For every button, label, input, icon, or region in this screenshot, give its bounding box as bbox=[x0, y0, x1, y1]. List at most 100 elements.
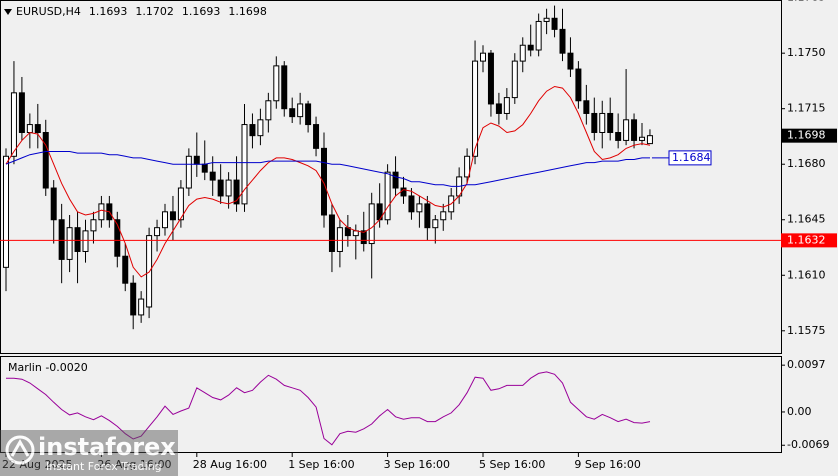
y-tick-label: 0.0097 bbox=[787, 358, 826, 371]
candle-body bbox=[416, 203, 423, 213]
candle-body bbox=[472, 60, 479, 157]
candle-body bbox=[408, 195, 415, 213]
candle-body bbox=[495, 103, 502, 114]
candle-body bbox=[3, 155, 9, 268]
oscillator-title: Marlin -0.0020 bbox=[8, 361, 88, 374]
candle-body bbox=[519, 44, 526, 62]
x-tick-label: 26 Aug 16:00 bbox=[97, 458, 171, 471]
candle-body bbox=[328, 214, 335, 252]
header-close: 1.1698 bbox=[228, 5, 267, 18]
candle-body bbox=[26, 124, 33, 133]
candle-body bbox=[209, 171, 216, 181]
candle-body bbox=[480, 52, 486, 62]
candle-body bbox=[18, 92, 25, 133]
candle-body bbox=[639, 136, 645, 141]
price-pane bbox=[0, 0, 782, 354]
candle-body bbox=[313, 124, 320, 149]
level-label: 1.1632 bbox=[787, 233, 826, 246]
candle-body bbox=[551, 17, 558, 30]
oscillator-line bbox=[6, 371, 651, 446]
level-label-box bbox=[781, 233, 837, 248]
candle-body bbox=[154, 227, 161, 237]
candle-body bbox=[177, 187, 184, 221]
candle-body bbox=[511, 60, 518, 99]
x-tick-label: 1 Sep 16:00 bbox=[288, 458, 354, 471]
candle-body bbox=[217, 179, 224, 197]
watermark-bg bbox=[0, 430, 178, 476]
candle-body bbox=[583, 100, 590, 114]
price-label: 1.1698 bbox=[787, 129, 826, 142]
header-low: 1.1693 bbox=[182, 5, 221, 18]
candle-body bbox=[249, 124, 256, 137]
candle-body bbox=[360, 230, 367, 245]
candle-body bbox=[130, 282, 137, 316]
candle-body bbox=[98, 203, 105, 221]
y-tick-label: 1.1785 bbox=[787, 0, 826, 4]
candle-body bbox=[169, 211, 176, 221]
candle-body bbox=[74, 227, 81, 252]
x-tick-label: 28 Aug 16:00 bbox=[193, 458, 267, 471]
symbol-title: EURUSD,H4 bbox=[16, 5, 81, 18]
candle-body bbox=[138, 298, 145, 316]
candle-body bbox=[122, 255, 129, 284]
x-tick-label: 9 Sep 16:00 bbox=[574, 458, 640, 471]
candle-body bbox=[543, 17, 550, 22]
candle-body bbox=[591, 112, 598, 133]
menu-triangle bbox=[4, 9, 12, 15]
candle-body bbox=[66, 227, 73, 260]
candle-body bbox=[599, 112, 606, 133]
candle-body bbox=[440, 211, 447, 221]
candle-body bbox=[559, 28, 566, 54]
candle-body bbox=[535, 20, 542, 51]
ma-label-box bbox=[668, 150, 712, 166]
y-tick-label: 1.1715 bbox=[787, 102, 826, 115]
candle-body bbox=[90, 219, 97, 232]
candle-body bbox=[503, 97, 510, 114]
candle-body bbox=[424, 203, 431, 229]
y-tick-label: 1.1575 bbox=[787, 324, 826, 337]
header-high: 1.1702 bbox=[135, 5, 174, 18]
y-tick-label: 1.1610 bbox=[787, 268, 826, 281]
candle-body bbox=[42, 131, 49, 189]
candle-body bbox=[281, 65, 288, 110]
watermark-logo-mark bbox=[10, 438, 30, 457]
ma-label: 1.1684 bbox=[672, 151, 711, 164]
candle-body bbox=[646, 135, 653, 145]
x-tick-label: 3 Sep 16:00 bbox=[384, 458, 450, 471]
candle-body bbox=[273, 65, 280, 102]
candle-body bbox=[265, 100, 272, 121]
candle-body bbox=[58, 219, 65, 260]
moving-average bbox=[5, 85, 651, 278]
y-tick-label: -0.0069 bbox=[787, 438, 829, 451]
y-tick-label: 1.1645 bbox=[787, 213, 826, 226]
candle-body bbox=[289, 108, 296, 118]
y-tick-label: 0.00 bbox=[787, 405, 812, 418]
moving-average bbox=[5, 151, 650, 187]
x-tick-label: 5 Sep 16:00 bbox=[479, 458, 545, 471]
price-label-box bbox=[781, 128, 837, 143]
candle-body bbox=[10, 92, 17, 157]
candle-body bbox=[392, 171, 399, 189]
candle-body bbox=[162, 211, 168, 229]
watermark-tagline: Instant Forex Trading bbox=[46, 460, 162, 473]
candle-body bbox=[432, 219, 439, 229]
candle-body bbox=[631, 119, 638, 141]
header-open: 1.1693 bbox=[89, 5, 128, 18]
candle-body bbox=[233, 179, 240, 205]
candle-body bbox=[297, 103, 304, 118]
candle-body bbox=[193, 155, 200, 165]
candle-body bbox=[567, 52, 574, 70]
oscillator-pane bbox=[0, 356, 782, 453]
chart-header: EURUSD,H4 1.1693 1.1702 1.1693 1.1698 bbox=[16, 5, 267, 18]
candle-body bbox=[615, 131, 622, 141]
x-tick-label: 22 Aug 2025 bbox=[2, 458, 72, 471]
candle-body bbox=[114, 219, 121, 257]
y-tick-label: 1.1750 bbox=[787, 46, 826, 59]
candle-body bbox=[185, 155, 192, 189]
candle-body bbox=[225, 179, 232, 197]
candle-body bbox=[464, 155, 471, 178]
candle-body bbox=[336, 227, 343, 252]
